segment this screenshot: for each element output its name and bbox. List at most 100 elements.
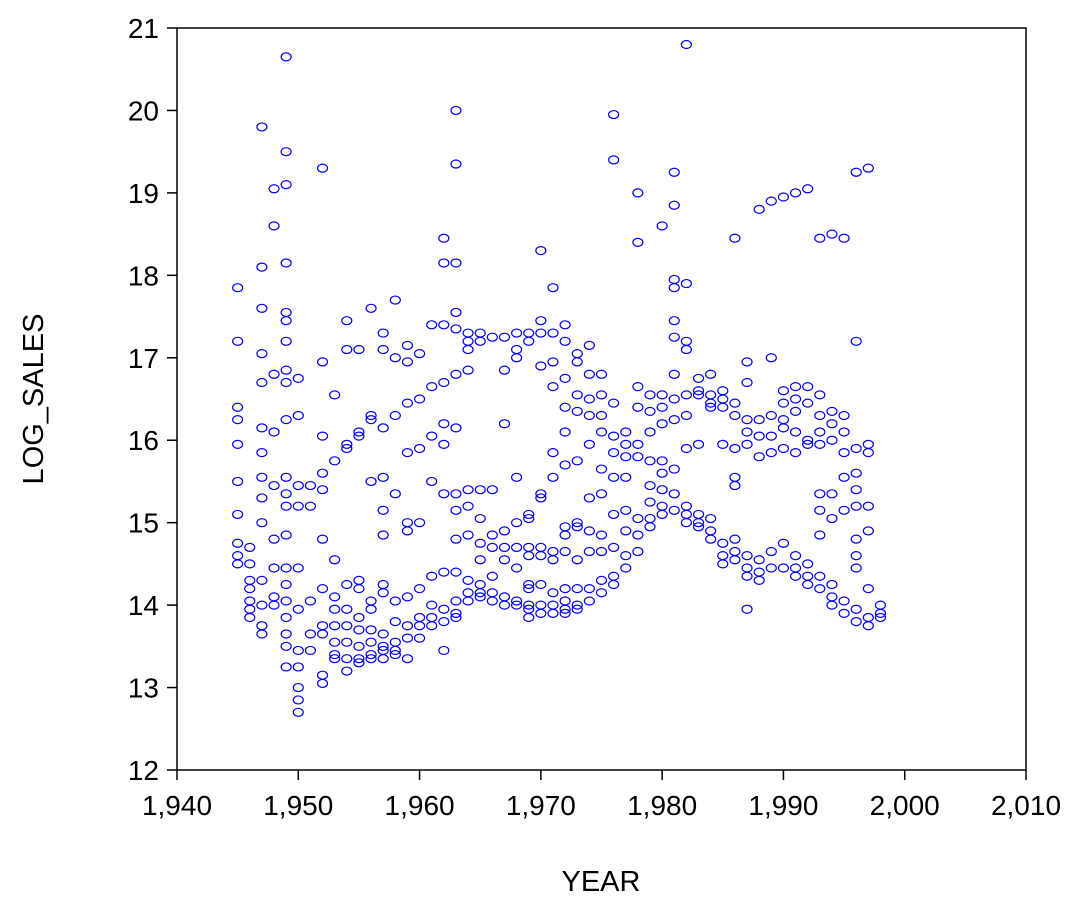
data-point — [571, 604, 583, 614]
data-point — [256, 447, 268, 458]
data-point — [280, 316, 292, 326]
data-point — [620, 526, 632, 536]
data-point — [389, 645, 401, 656]
x-tick-label: 1,970 — [506, 790, 576, 821]
data-point — [280, 52, 292, 62]
data-point — [244, 575, 256, 585]
data-point — [874, 600, 887, 610]
data-point — [595, 427, 608, 437]
data-point — [595, 546, 608, 557]
data-point — [474, 588, 486, 598]
data-point — [280, 662, 292, 672]
data-point — [329, 456, 341, 466]
data-point — [365, 303, 377, 313]
data-point — [486, 596, 498, 606]
data-point — [632, 237, 644, 247]
data-point — [256, 423, 268, 433]
data-point — [656, 221, 668, 231]
data-point — [377, 629, 389, 639]
data-point — [680, 509, 693, 520]
data-point — [850, 501, 862, 511]
x-tick-label: 1,990 — [748, 790, 818, 821]
data-point — [729, 233, 741, 243]
data-point — [401, 357, 414, 367]
data-point — [329, 649, 341, 660]
data-point — [608, 155, 620, 165]
data-point — [304, 645, 317, 656]
data-point — [692, 373, 705, 383]
y-tick-label: 12 — [128, 755, 159, 786]
data-point — [705, 398, 717, 408]
data-point — [523, 328, 535, 338]
data-point — [680, 344, 693, 355]
data-point — [353, 575, 365, 585]
data-point — [668, 167, 680, 177]
data-point — [862, 584, 874, 594]
data-point — [304, 629, 317, 639]
y-tick-label: 13 — [128, 673, 159, 704]
data-point — [389, 353, 401, 363]
data-point — [559, 608, 571, 618]
data-point — [438, 604, 450, 614]
data-point — [717, 538, 729, 548]
data-point — [862, 163, 874, 173]
data-point — [644, 497, 656, 507]
data-point — [510, 596, 523, 606]
data-point — [595, 530, 608, 540]
data-point — [668, 489, 680, 499]
data-point — [644, 456, 656, 466]
data-point — [474, 538, 486, 548]
data-point — [765, 431, 777, 441]
x-tick-label: 2,000 — [870, 790, 940, 821]
data-point — [826, 489, 838, 499]
data-point — [280, 641, 292, 651]
data-point — [413, 349, 426, 359]
data-point — [292, 373, 304, 383]
data-point — [814, 571, 826, 581]
data-point — [717, 394, 729, 404]
data-point — [850, 534, 862, 544]
data-point — [668, 369, 680, 379]
data-point — [462, 501, 474, 511]
data-point — [753, 575, 765, 585]
data-point — [474, 513, 486, 524]
data-point — [232, 509, 244, 520]
data-point — [438, 616, 450, 627]
data-point — [571, 555, 583, 565]
data-point — [389, 596, 401, 606]
data-point — [838, 608, 850, 618]
data-point — [341, 654, 353, 664]
data-point — [765, 447, 777, 458]
data-point — [268, 534, 280, 544]
data-point — [523, 600, 535, 610]
data-point — [413, 621, 426, 631]
data-point — [535, 493, 547, 503]
data-point — [523, 336, 535, 346]
data-point — [438, 439, 450, 449]
data-point — [389, 489, 401, 499]
data-point — [559, 530, 571, 540]
data-point — [244, 584, 256, 594]
data-point — [535, 579, 547, 590]
data-point — [862, 526, 874, 536]
data-point — [789, 394, 802, 404]
data-point — [862, 612, 874, 623]
data-point — [280, 563, 292, 573]
y-tick-label: 15 — [128, 508, 159, 539]
data-point — [486, 485, 498, 495]
data-point — [571, 357, 583, 367]
data-point — [365, 415, 377, 425]
data-point — [741, 415, 753, 425]
data-point — [826, 513, 838, 524]
data-point — [523, 612, 535, 623]
data-point — [329, 654, 341, 664]
data-point — [510, 472, 523, 482]
data-point — [668, 415, 680, 425]
data-point — [547, 588, 559, 598]
data-point — [668, 332, 680, 342]
data-point — [862, 621, 874, 631]
data-point — [389, 410, 401, 421]
data-point — [729, 546, 741, 557]
data-point — [547, 555, 559, 565]
data-point — [401, 621, 414, 631]
